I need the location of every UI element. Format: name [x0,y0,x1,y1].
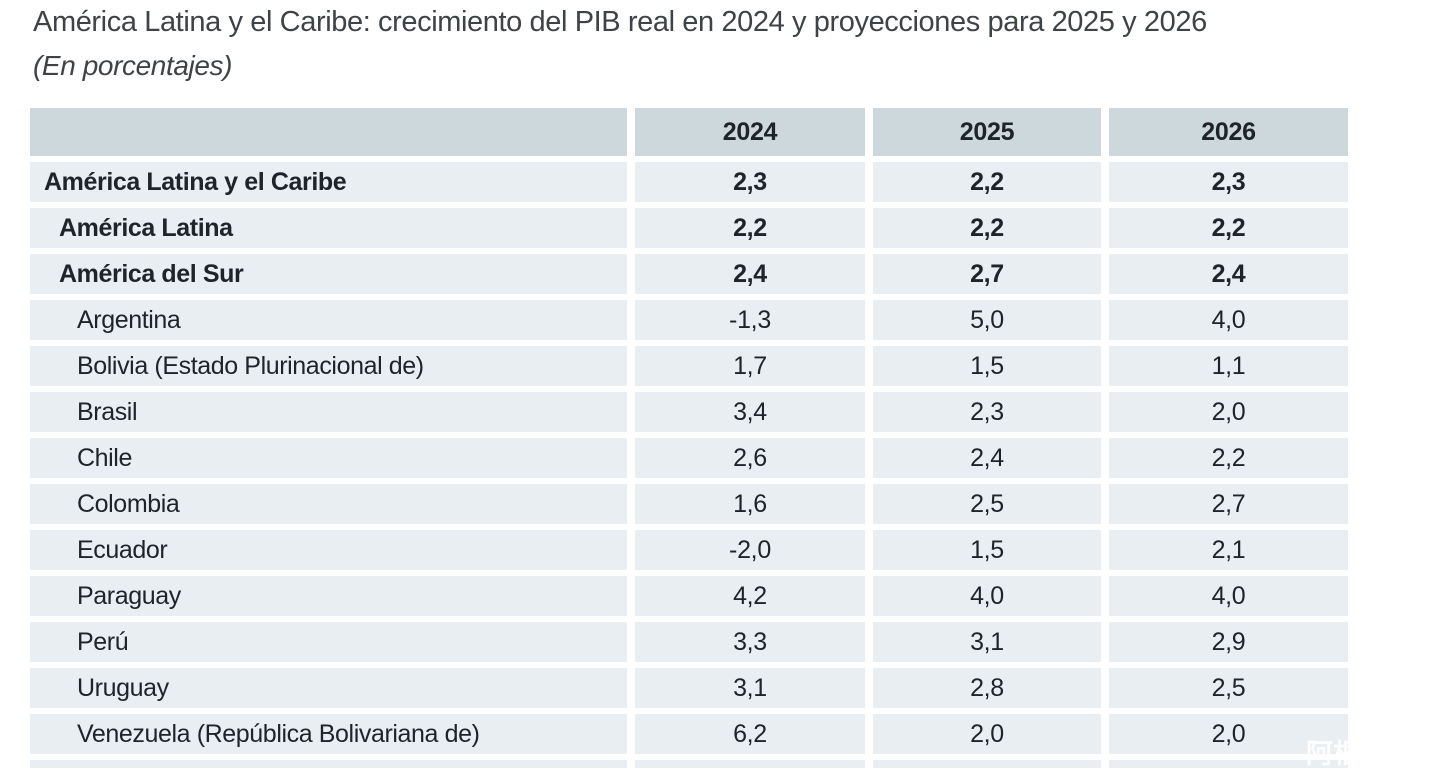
table-row: Uruguay 3,1 2,8 2,5 [30,668,1348,708]
value-2025: 2,8 [873,668,1101,708]
value-2026: 2,0 [1109,714,1348,754]
partial-value-cell [635,760,865,768]
value-2024: 2,4 [635,254,865,294]
value-2025: 2,2 [873,208,1101,248]
value-2026: 2,9 [1109,622,1348,662]
row-label: Chile [30,438,627,478]
table-partial-row-cutoff [30,760,1348,768]
row-label: Brasil [30,392,627,432]
page-title: América Latina y el Caribe: crecimiento … [33,6,1207,38]
table-header-row: 2024 2025 2026 [30,108,1348,156]
value-2026: 4,0 [1109,576,1348,616]
value-2024: 1,7 [635,346,865,386]
value-2026: 4,0 [1109,300,1348,340]
row-label: América Latina y el Caribe [30,162,627,202]
value-2024: -1,3 [635,300,865,340]
partial-value-cell [1109,760,1348,768]
value-2026: 2,1 [1109,530,1348,570]
row-label: Bolivia (Estado Plurinacional de) [30,346,627,386]
row-label: Argentina [30,300,627,340]
row-label: Venezuela (República Bolivariana de) [30,714,627,754]
row-label: Colombia [30,484,627,524]
table-row: Paraguay 4,2 4,0 4,0 [30,576,1348,616]
gdp-growth-table: 2024 2025 2026 América Latina y el Carib… [30,108,1348,768]
table-row: América del Sur 2,4 2,7 2,4 [30,254,1348,294]
value-2025: 2,0 [873,714,1101,754]
table-row: Bolivia (Estado Plurinacional de) 1,7 1,5 1… [30,346,1348,386]
header-year-2025: 2025 [873,108,1101,156]
row-label: América Latina [30,208,627,248]
value-2025: 3,1 [873,622,1101,662]
table-row: Perú 3,3 3,1 2,9 [30,622,1348,662]
header-empty-cell [30,108,627,156]
table-row: Chile 2,6 2,4 2,2 [30,438,1348,478]
value-2026: 1,1 [1109,346,1348,386]
value-2025: 1,5 [873,530,1101,570]
value-2025: 2,3 [873,392,1101,432]
value-2024: 3,4 [635,392,865,432]
value-2024: -2,0 [635,530,865,570]
value-2025: 5,0 [873,300,1101,340]
header-year-2026: 2026 [1109,108,1348,156]
table-row: Ecuador -2,0 1,5 2,1 [30,530,1348,570]
row-label: Perú [30,622,627,662]
row-label: América del Sur [30,254,627,294]
partial-label-cell [30,760,627,768]
value-2025: 2,7 [873,254,1101,294]
value-2026: 2,7 [1109,484,1348,524]
table-row: Brasil 3,4 2,3 2,0 [30,392,1348,432]
value-2024: 2,2 [635,208,865,248]
value-2025: 2,2 [873,162,1101,202]
value-2026: 2,0 [1109,392,1348,432]
value-2024: 6,2 [635,714,865,754]
page-subtitle: (En porcentajes) [33,50,233,81]
value-2024: 3,1 [635,668,865,708]
row-label: Ecuador [30,530,627,570]
value-2024: 3,3 [635,622,865,662]
value-2024: 1,6 [635,484,865,524]
table-row: América Latina 2,2 2,2 2,2 [30,208,1348,248]
value-2025: 4,0 [873,576,1101,616]
value-2026: 2,5 [1109,668,1348,708]
value-2026: 2,2 [1109,208,1348,248]
table-row: Colombia 1,6 2,5 2,7 [30,484,1348,524]
value-2026: 2,3 [1109,162,1348,202]
value-2026: 2,4 [1109,254,1348,294]
value-2024: 2,6 [635,438,865,478]
header-year-2024: 2024 [635,108,865,156]
partial-value-cell [873,760,1101,768]
value-2025: 2,5 [873,484,1101,524]
table-row: Argentina -1,3 5,0 4,0 [30,300,1348,340]
value-2024: 2,3 [635,162,865,202]
value-2026: 2,2 [1109,438,1348,478]
value-2024: 4,2 [635,576,865,616]
table-body: América Latina y el Caribe 2,3 2,2 2,3 Améri… [30,162,1348,754]
row-label: Uruguay [30,668,627,708]
table-row: América Latina y el Caribe 2,3 2,2 2,3 [30,162,1348,202]
row-label: Paraguay [30,576,627,616]
value-2025: 1,5 [873,346,1101,386]
value-2025: 2,4 [873,438,1101,478]
table-row: Venezuela (República Bolivariana de) 6,2 2… [30,714,1348,754]
